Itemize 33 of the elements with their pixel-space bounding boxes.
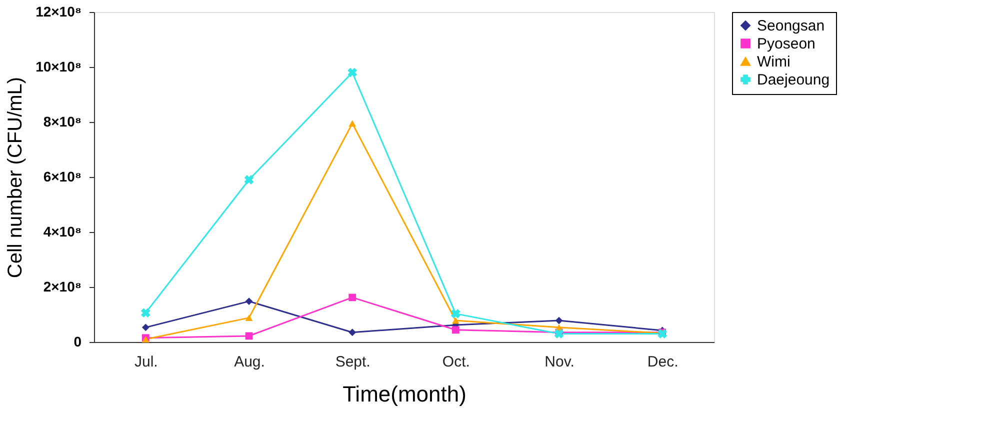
x-axis-title: Time(month) [342,382,466,406]
y-tick-label: 8×10⁸ [43,114,82,130]
point [452,326,460,334]
legend-label: Daejeoung [757,72,830,88]
legend-label: Wimi [757,54,790,70]
x-tick-label: Nov. [544,354,574,370]
legend-label: Seongsan [757,18,825,34]
point [245,298,253,306]
x-tick-label: Dec. [647,354,678,370]
point [450,308,460,318]
point [245,314,253,322]
point [348,120,356,127]
point [244,175,254,184]
point [348,68,358,78]
y-tick-label: 0 [74,334,82,350]
y-tick-label: 4×10⁸ [43,224,82,240]
x-tick-label: Sept. [335,354,370,370]
x-tick-label: Jul. [134,354,158,370]
x-tick-label: Aug. [234,354,265,370]
y-tick-label: 2×10⁸ [43,278,82,294]
point [348,328,356,336]
y-axis-title: Cell number (CFU/mL) [4,76,27,278]
y-tick-label: 12×10⁸ [36,4,82,20]
point [348,294,356,302]
y-tick-label: 10×10⁸ [36,58,82,74]
point [142,324,150,332]
y-tick-label: 6×10⁸ [43,168,82,184]
point [452,317,460,324]
x-tick-label: Oct. [442,354,470,370]
legend-label: Pyoseon [757,36,816,52]
point [140,308,150,318]
point [555,316,563,324]
point [245,332,253,340]
